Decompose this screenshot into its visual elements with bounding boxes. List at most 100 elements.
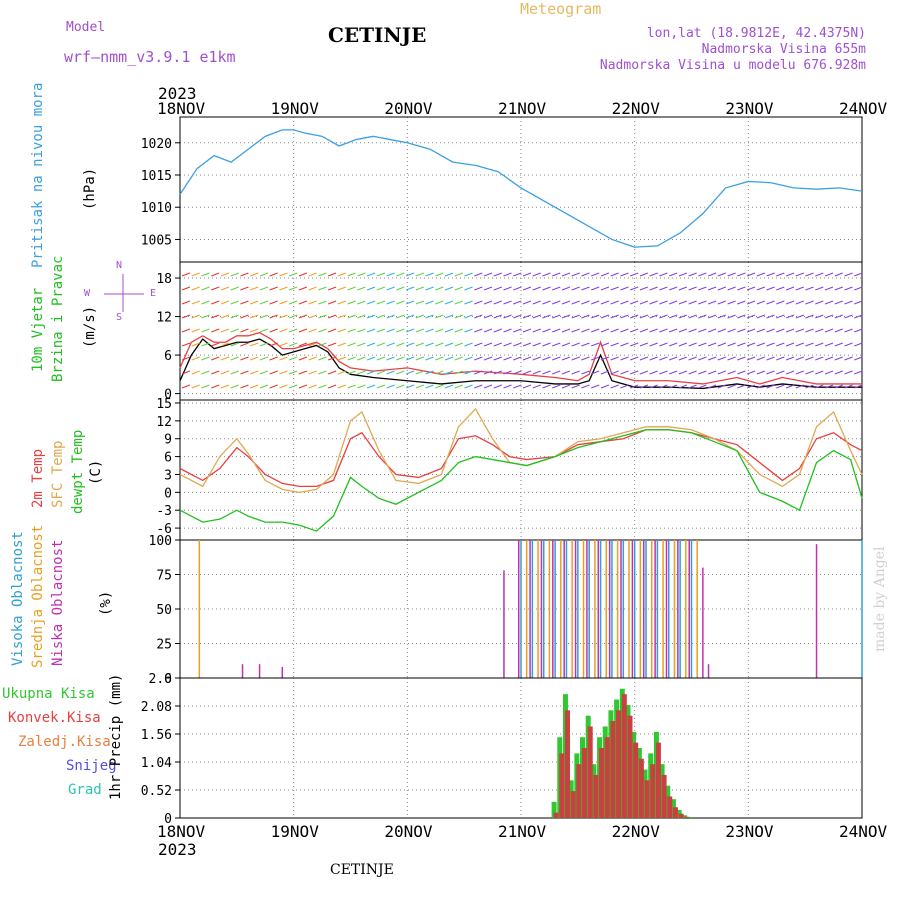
wind-barb [347, 272, 356, 277]
wind-barb [376, 286, 386, 291]
y-tick-label: 1.56 [141, 728, 172, 743]
wind-barb [308, 342, 317, 347]
wind-barb [522, 356, 532, 361]
wind-barb [737, 300, 746, 305]
wind-barb [376, 314, 386, 319]
wind-barb [376, 384, 386, 389]
wind-barb [327, 300, 337, 305]
wind-barb [659, 314, 668, 319]
bar-konvek-kisa [644, 780, 650, 818]
wind-barb [201, 286, 210, 291]
y-tick-label: 2.6 [149, 672, 172, 687]
wind-barb [308, 356, 317, 361]
wind-barb [610, 286, 619, 291]
wind-barb [415, 328, 425, 333]
wind-barb [522, 342, 532, 347]
wind-barb [269, 328, 278, 333]
time-label-bottom: 19NOV [270, 822, 319, 841]
y-tick-label: 6 [164, 451, 172, 466]
wind-barb [756, 356, 766, 361]
wind-barb [269, 356, 278, 361]
wind-barb [854, 314, 863, 319]
wind-barb [250, 370, 259, 375]
wind-barb [201, 328, 210, 333]
wind-barb [824, 286, 834, 291]
wind-barb [435, 370, 444, 375]
wind-barb [279, 272, 288, 277]
wind-barb [230, 286, 239, 291]
wind-barb [717, 314, 727, 319]
wind-barb [698, 300, 707, 305]
wind-barb [474, 314, 483, 319]
wind-barb [405, 286, 415, 291]
wind-barb [542, 384, 551, 389]
wind-barb [347, 384, 356, 389]
wind-barb [415, 356, 425, 361]
wind-barb [464, 314, 473, 319]
wind-barb [688, 272, 697, 277]
wind-barb [571, 342, 580, 347]
wind-barb [737, 314, 746, 319]
wind-barb [795, 314, 804, 319]
wind-barb [610, 370, 619, 375]
wind-barb [337, 328, 347, 333]
wind-barb [279, 314, 288, 319]
wind-barb [824, 384, 834, 389]
wind-barb [815, 314, 824, 319]
wind-barb [513, 314, 522, 319]
y-tick-label: 12 [156, 311, 172, 326]
wind-barb [513, 272, 522, 277]
y-tick-label: 25 [156, 638, 172, 653]
wind-barb [357, 314, 366, 319]
bar-visoka-oblacnost [531, 540, 534, 678]
wind-barb [552, 384, 561, 389]
wind-barb [220, 370, 230, 375]
wind-barb [405, 356, 415, 361]
bar-visoka-oblacnost [679, 540, 681, 678]
wind-barb [366, 384, 376, 389]
wind-barb [610, 384, 619, 389]
wind-barb [532, 356, 541, 361]
wind-barb [785, 272, 795, 277]
wind-barb [542, 314, 551, 319]
wind-barb [269, 384, 278, 389]
wind-barb [688, 356, 697, 361]
wind-barb [240, 272, 249, 277]
bar-konvek-kisa [684, 816, 690, 818]
wind-barb [746, 328, 756, 333]
wind-barb [240, 370, 249, 375]
wind-barb [707, 342, 717, 347]
bar-srednja-oblacnost [594, 540, 596, 678]
bar-konvek-kisa [655, 742, 661, 818]
altitude-label: Nadmorska Visina 655m [701, 42, 866, 57]
bar-visoka-oblacnost [588, 540, 590, 678]
wind-barb [298, 384, 308, 389]
wind-barb [815, 342, 824, 347]
wind-barb [805, 300, 814, 305]
wind-barb [698, 370, 707, 375]
bar-visoka-oblacnost [645, 540, 647, 678]
wind-barb [600, 370, 610, 375]
bar-niska-oblacnost [529, 540, 531, 678]
wind-barb [298, 272, 308, 277]
bar-srednja-oblacnost [571, 540, 573, 678]
wind-barb [454, 314, 463, 319]
wind-barb [279, 328, 288, 333]
wind-barb [308, 286, 317, 291]
wind-barb [756, 328, 766, 333]
wind-barb [532, 314, 541, 319]
wind-barb [308, 328, 317, 333]
wind-barb [746, 342, 756, 347]
compass-s: S [116, 312, 123, 323]
bar-konvek-kisa [678, 813, 684, 818]
wind-barb [591, 356, 600, 361]
wind-barb [503, 384, 512, 389]
wind-barb [240, 384, 249, 389]
bar-konvek-kisa [559, 753, 565, 818]
wind-barb [288, 314, 298, 319]
wind-barb [425, 300, 434, 305]
bar-visoka-oblacnost [611, 540, 613, 678]
wind-barb [707, 286, 717, 291]
wind-barb [844, 286, 853, 291]
wind-barb [756, 300, 766, 305]
